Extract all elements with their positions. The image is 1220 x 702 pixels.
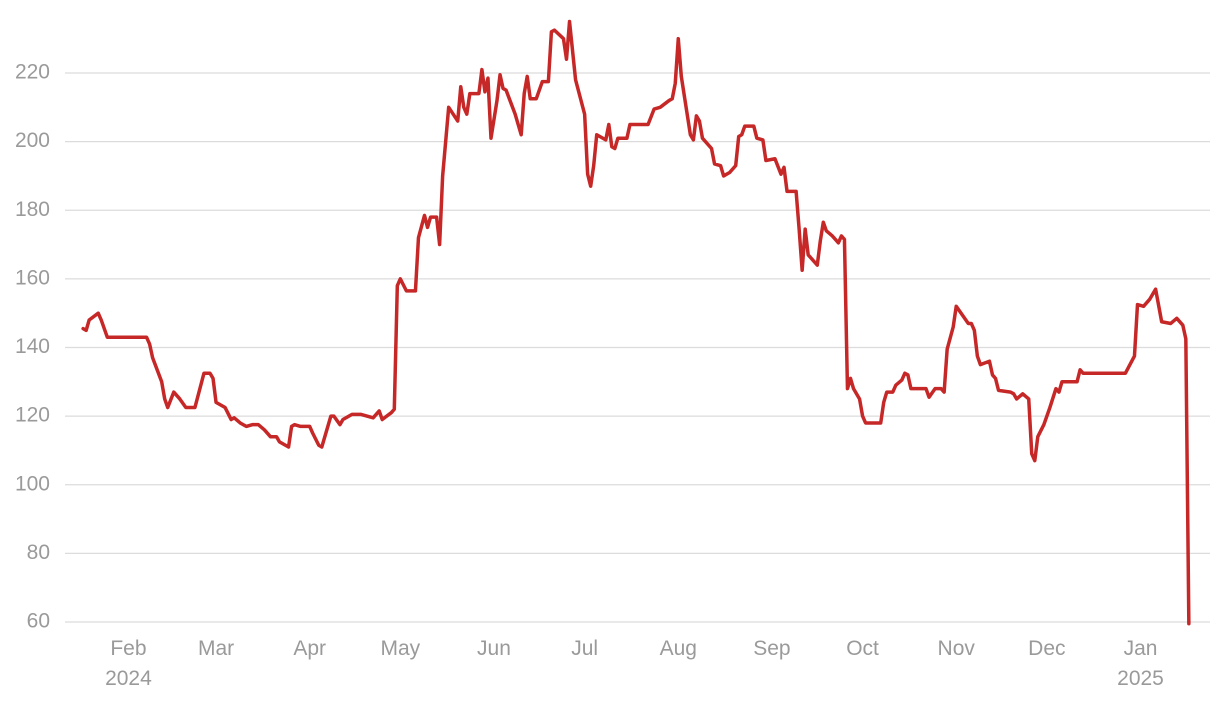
y-tick-label: 200 bbox=[15, 129, 50, 152]
y-tick-label: 140 bbox=[15, 335, 50, 358]
y-tick-label: 220 bbox=[15, 61, 50, 84]
x-tick-label: Mar bbox=[197, 637, 235, 660]
x-tick-label: Dec bbox=[1028, 637, 1066, 660]
x-tick-label: Jan 2025 bbox=[1117, 637, 1164, 690]
x-tick-label: Jun bbox=[477, 637, 511, 660]
y-tick-label: 180 bbox=[15, 198, 50, 221]
x-tick-label: Aug bbox=[659, 637, 697, 660]
y-tick-label: 80 bbox=[27, 541, 50, 564]
price-line bbox=[81, 19, 1191, 626]
x-tick-label: Jul bbox=[571, 637, 599, 660]
y-tick-label: 120 bbox=[15, 404, 50, 427]
x-tick-label: Sep bbox=[753, 637, 791, 660]
x-tick-label: Apr bbox=[293, 637, 327, 660]
x-tick-label: Feb 2024 bbox=[105, 637, 152, 690]
y-tick-label: 160 bbox=[15, 266, 50, 289]
y-tick-label: 60 bbox=[27, 610, 50, 633]
x-tick-label: Nov bbox=[937, 637, 975, 660]
x-tick-label: Oct bbox=[846, 637, 879, 660]
y-tick-label: 100 bbox=[15, 472, 50, 495]
x-tick-label: May bbox=[380, 637, 421, 660]
